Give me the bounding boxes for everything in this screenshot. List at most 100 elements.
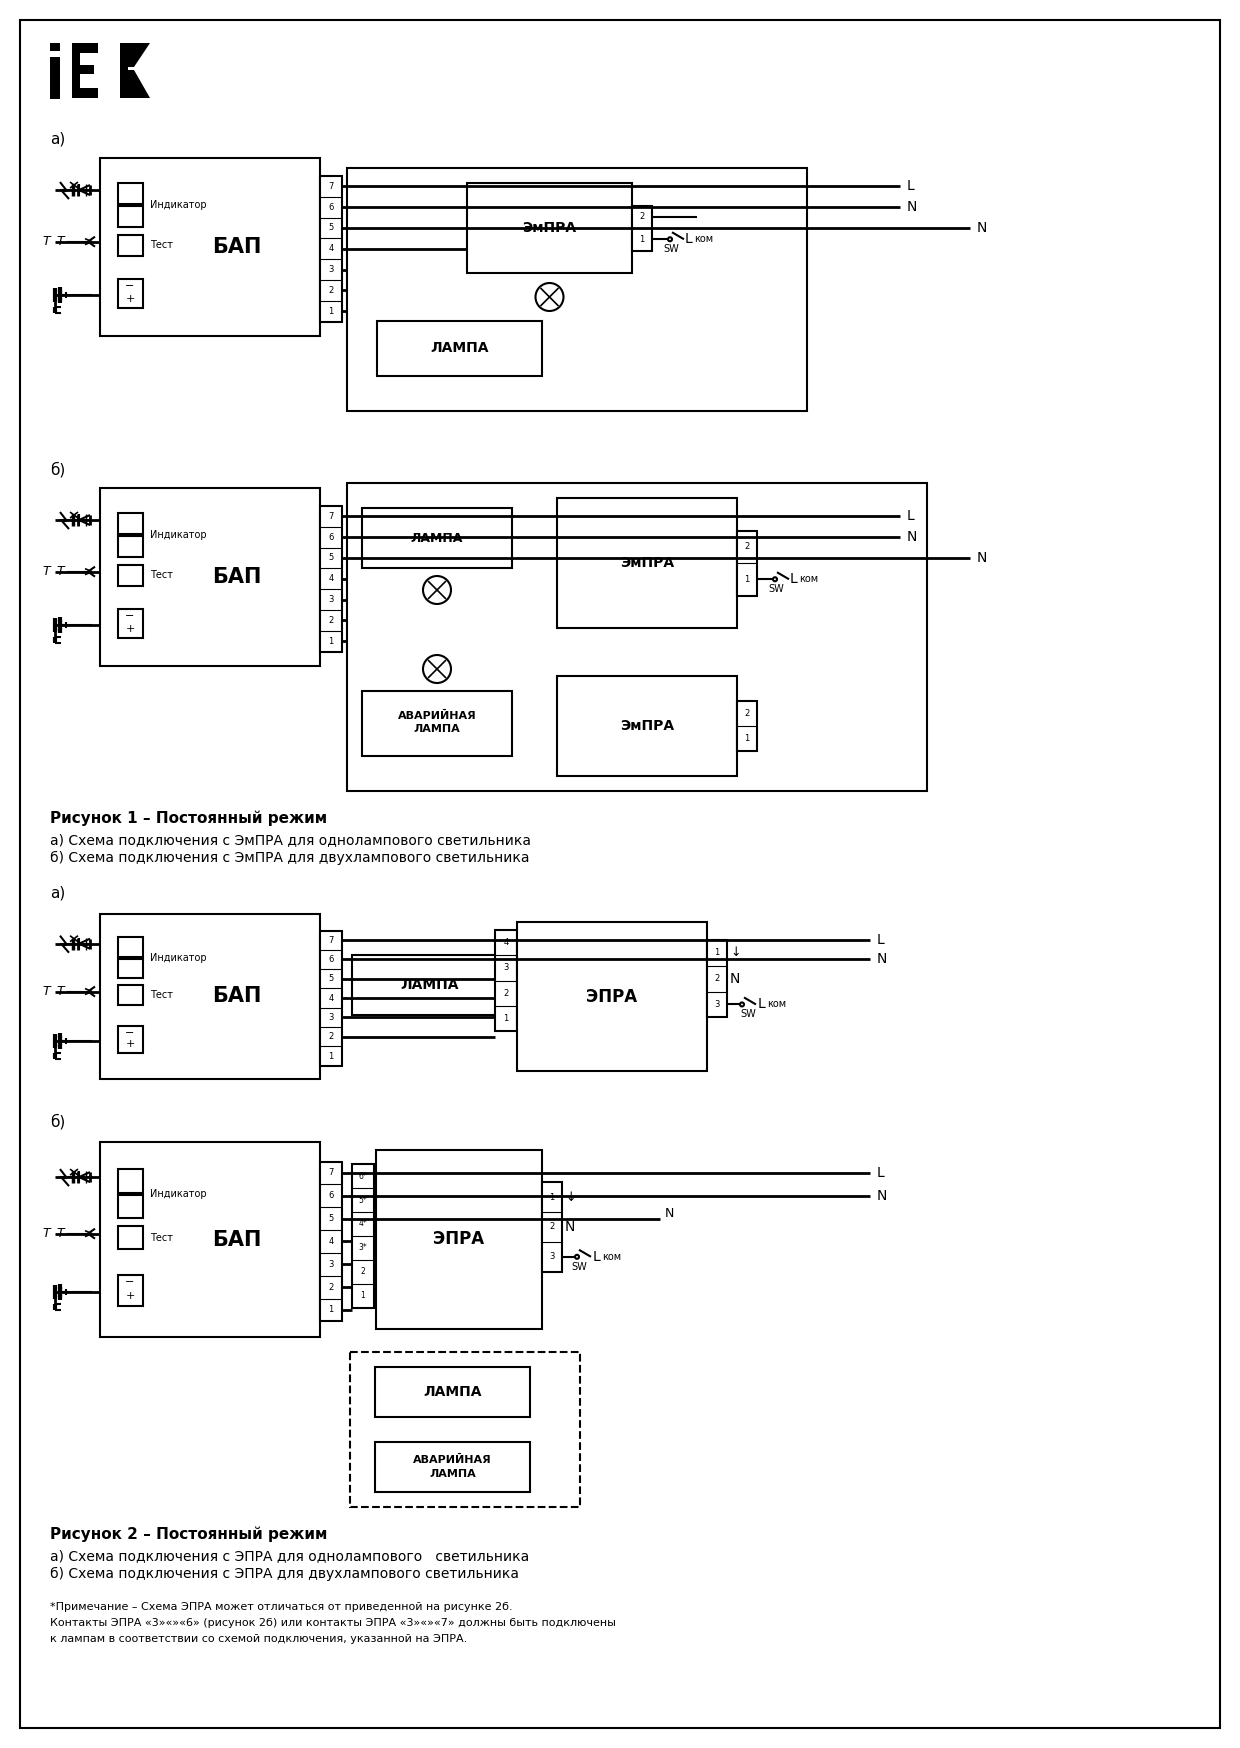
Text: SW: SW — [663, 245, 678, 253]
Bar — [374, 1442, 529, 1493]
Text: T: T — [42, 1227, 50, 1239]
Text: 1: 1 — [640, 234, 645, 243]
Bar — [118, 608, 143, 638]
Text: L: L — [758, 998, 766, 1012]
Bar — [376, 1150, 542, 1328]
Bar — [81, 87, 98, 98]
Text: −: − — [125, 1278, 135, 1287]
Text: L: L — [877, 1166, 885, 1180]
Bar — [707, 940, 727, 1017]
Bar — [118, 280, 143, 308]
Text: а) Схема подключения с ЭмПРА для однолампового светильника: а) Схема подключения с ЭмПРА для однолам… — [50, 834, 531, 848]
Text: а) Схема подключения с ЭПРА для однолампового   светильника: а) Схема подключения с ЭПРА для одноламп… — [50, 1549, 529, 1563]
Bar — [118, 937, 143, 956]
Text: 3*: 3* — [358, 1243, 367, 1252]
Text: 5: 5 — [329, 554, 334, 563]
Bar — [118, 1169, 143, 1192]
Bar — [118, 537, 143, 558]
Text: ЛАМПА: ЛАМПА — [414, 724, 460, 734]
Text: N: N — [906, 530, 918, 544]
Text: T: T — [42, 986, 50, 998]
Text: 6: 6 — [329, 533, 334, 542]
Text: N: N — [877, 1189, 888, 1203]
Text: +: + — [125, 624, 135, 633]
Text: Тест: Тест — [150, 1232, 174, 1243]
Text: T: T — [56, 1227, 63, 1239]
Text: 1: 1 — [744, 734, 750, 743]
Bar — [118, 184, 143, 205]
Text: 3: 3 — [503, 963, 508, 972]
Polygon shape — [128, 70, 150, 98]
Text: а): а) — [50, 886, 66, 900]
Bar — [118, 234, 143, 255]
Text: +: + — [125, 294, 135, 304]
Text: N: N — [906, 199, 918, 213]
Text: Индикатор: Индикатор — [150, 201, 207, 210]
Text: 6*: 6* — [358, 1171, 367, 1180]
Bar — [118, 206, 143, 227]
Bar — [118, 512, 143, 535]
Bar — [352, 1164, 374, 1308]
Bar — [118, 984, 143, 1005]
Text: а): а) — [50, 133, 66, 147]
Text: 4*: 4* — [358, 1220, 367, 1229]
Text: 1: 1 — [503, 1014, 508, 1023]
Bar — [737, 701, 756, 752]
Bar — [495, 930, 517, 1031]
Text: N: N — [977, 220, 987, 234]
Text: 2: 2 — [744, 542, 750, 551]
Bar — [557, 498, 737, 628]
Bar — [377, 322, 542, 376]
Text: Рисунок 2 – Постоянный режим: Рисунок 2 – Постоянный режим — [50, 1528, 327, 1542]
Text: 2: 2 — [549, 1222, 554, 1232]
Text: б) Схема подключения с ЭПРА для двухлампового светильника: б) Схема подключения с ЭПРА для двухламп… — [50, 1566, 520, 1582]
Text: 2: 2 — [640, 212, 645, 222]
Bar — [557, 676, 737, 776]
Text: 4: 4 — [329, 575, 334, 584]
Bar — [320, 1161, 342, 1321]
Bar — [737, 530, 756, 596]
Text: 3: 3 — [549, 1252, 554, 1262]
Bar — [100, 1141, 320, 1337]
Text: 6: 6 — [329, 203, 334, 212]
Text: 3: 3 — [329, 266, 334, 274]
Bar — [100, 157, 320, 336]
Text: L: L — [684, 232, 693, 246]
Text: N: N — [977, 551, 987, 565]
Text: 2: 2 — [329, 1283, 334, 1292]
Text: 1: 1 — [329, 308, 334, 316]
Text: T: T — [42, 565, 50, 579]
Text: 3: 3 — [714, 1000, 719, 1009]
Bar — [50, 58, 60, 100]
Bar — [118, 565, 143, 586]
Text: Тест: Тест — [150, 989, 174, 1000]
Text: б): б) — [50, 461, 66, 477]
Bar — [118, 1274, 143, 1306]
Text: L: L — [906, 509, 915, 523]
Text: +: + — [125, 1292, 135, 1301]
Text: БАП: БАП — [212, 986, 262, 1007]
Bar — [542, 1182, 562, 1273]
Text: −: − — [125, 281, 135, 292]
Text: 2: 2 — [329, 615, 334, 626]
Text: N: N — [877, 953, 888, 967]
Text: N: N — [565, 1220, 575, 1234]
Text: SW: SW — [740, 1009, 756, 1019]
Text: SW: SW — [572, 1262, 587, 1273]
Bar — [118, 958, 143, 979]
Text: ЛАМПА: ЛАМПА — [430, 341, 489, 355]
Text: 7: 7 — [329, 512, 334, 521]
Text: ЭПРА: ЭПРА — [434, 1231, 485, 1248]
Text: ЭПРА: ЭПРА — [587, 988, 637, 1005]
Bar — [118, 1194, 143, 1218]
Bar — [120, 44, 128, 98]
Text: Индикатор: Индикатор — [150, 953, 207, 963]
Text: АВАРИЙНАЯ: АВАРИЙНАЯ — [398, 710, 476, 720]
Text: 1: 1 — [744, 575, 750, 584]
Text: б) Схема подключения с ЭмПРА для двухлампового светильника: б) Схема подключения с ЭмПРА для двухлам… — [50, 851, 529, 865]
Bar — [100, 488, 320, 666]
Bar — [350, 1351, 580, 1507]
Bar — [118, 1026, 143, 1052]
Text: ↓: ↓ — [565, 1190, 575, 1204]
Text: L: L — [906, 180, 915, 194]
